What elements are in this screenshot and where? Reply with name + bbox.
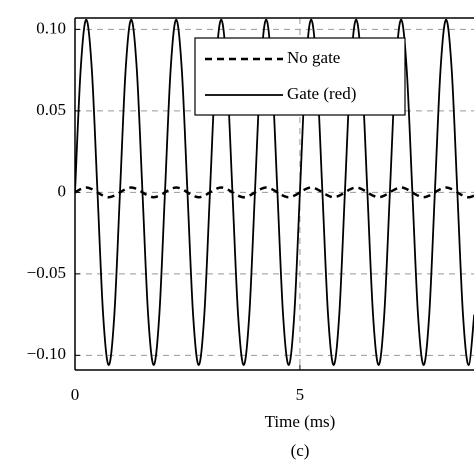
legend-label: No gate	[287, 48, 340, 67]
y-tick-label: 0.10	[36, 18, 66, 37]
legend: No gate Gate (red)	[194, 37, 406, 116]
caption: (c)	[291, 441, 310, 460]
legend-box	[194, 37, 406, 116]
plot-area	[75, 18, 474, 367]
y-tick-label: −0.05	[27, 263, 66, 282]
legend-label: Gate (red)	[287, 84, 356, 103]
x-tick-label: 5	[296, 385, 305, 404]
y-tick-label: 0	[58, 181, 67, 200]
x-tick-label: 0	[71, 385, 80, 404]
series-line	[75, 18, 474, 367]
x-axis-label: Time (ms)	[265, 412, 336, 431]
y-tick-label: 0.05	[36, 100, 66, 119]
y-tick-label: −0.10	[27, 344, 66, 363]
